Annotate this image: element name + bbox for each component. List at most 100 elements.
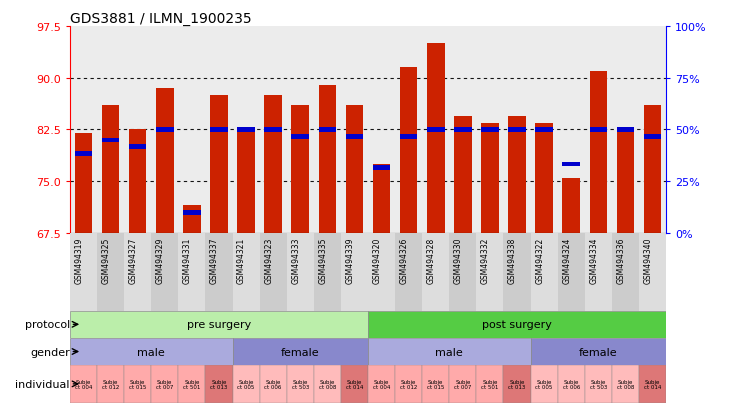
Text: GSM494337: GSM494337	[210, 237, 219, 284]
Bar	[129, 130, 146, 233]
Bar	[585, 233, 612, 311]
Text: Subje
ct 501: Subje ct 501	[481, 379, 498, 389]
Bar	[205, 233, 233, 311]
Bar	[612, 27, 639, 233]
Bar	[260, 365, 287, 403]
Text: GSM494322: GSM494322	[535, 237, 544, 283]
Bar	[287, 365, 314, 403]
Bar	[178, 365, 205, 403]
Bar	[287, 27, 314, 233]
Text: female: female	[281, 347, 319, 357]
Text: Subje
ct 007: Subje ct 007	[454, 379, 472, 389]
Text: Subje
ct 008: Subje ct 008	[319, 379, 336, 389]
Text: Subje
ct 007: Subje ct 007	[156, 379, 174, 389]
Bar	[639, 27, 666, 233]
Bar	[368, 233, 395, 311]
Text: individual: individual	[15, 379, 70, 389]
Bar	[205, 27, 233, 233]
Text: post surgery: post surgery	[482, 320, 552, 330]
Bar	[237, 128, 255, 133]
Text: Subje
ct 501: Subje ct 501	[183, 379, 200, 389]
Bar	[531, 233, 558, 311]
Text: GSM494331: GSM494331	[183, 237, 192, 284]
Bar	[291, 106, 309, 233]
Bar	[531, 338, 666, 365]
Text: GSM494338: GSM494338	[508, 237, 517, 284]
Text: Subje
ct 004: Subje ct 004	[75, 379, 92, 389]
Bar	[585, 365, 612, 403]
Bar	[481, 128, 499, 133]
Bar	[70, 365, 97, 403]
Bar	[509, 116, 526, 233]
Bar	[151, 365, 178, 403]
Text: Subje
ct 004: Subje ct 004	[373, 379, 390, 389]
Text: GSM494336: GSM494336	[617, 237, 626, 284]
Bar	[314, 233, 341, 311]
Text: pre surgery: pre surgery	[187, 320, 251, 330]
Bar	[503, 27, 531, 233]
Text: Subje
ct 014: Subje ct 014	[644, 379, 661, 389]
Bar	[509, 128, 526, 133]
Text: Subje
ct 008: Subje ct 008	[617, 379, 634, 389]
Bar	[503, 365, 531, 403]
Bar	[644, 135, 662, 139]
Bar	[562, 178, 580, 233]
Text: GSM494320: GSM494320	[372, 237, 381, 284]
Text: GSM494323: GSM494323	[264, 237, 273, 284]
Bar	[124, 27, 151, 233]
Bar	[612, 365, 639, 403]
Bar	[70, 27, 97, 233]
Text: GSM494334: GSM494334	[590, 237, 598, 284]
Bar	[590, 71, 607, 233]
Bar	[178, 233, 205, 311]
Bar	[210, 96, 227, 233]
Bar	[210, 128, 227, 133]
Text: protocol: protocol	[25, 320, 70, 330]
Text: Subje
ct 014: Subje ct 014	[346, 379, 363, 389]
Text: Subje
ct 005: Subje ct 005	[536, 379, 553, 389]
Bar	[368, 365, 395, 403]
Bar	[558, 27, 585, 233]
Text: Subje
ct 503: Subje ct 503	[590, 379, 607, 389]
Bar	[372, 165, 390, 233]
Text: GSM494324: GSM494324	[562, 237, 571, 284]
Bar	[183, 206, 201, 233]
Bar	[291, 135, 309, 139]
Bar	[427, 44, 445, 233]
Bar	[476, 233, 503, 311]
Bar	[124, 233, 151, 311]
Bar	[395, 27, 422, 233]
Text: GSM494333: GSM494333	[291, 237, 300, 284]
Bar	[535, 123, 553, 233]
Bar	[205, 365, 233, 403]
Text: Subje
ct 012: Subje ct 012	[102, 379, 119, 389]
Bar	[422, 27, 449, 233]
Text: Subje
ct 006: Subje ct 006	[562, 379, 580, 389]
Bar	[400, 135, 417, 139]
Bar	[70, 233, 97, 311]
Bar	[422, 365, 449, 403]
Bar	[314, 365, 341, 403]
Text: Subje
ct 006: Subje ct 006	[264, 379, 282, 389]
Bar	[617, 128, 634, 133]
Text: GSM494330: GSM494330	[454, 237, 463, 284]
Bar	[237, 130, 255, 233]
Bar	[617, 130, 634, 233]
Bar	[535, 128, 553, 133]
Bar	[151, 27, 178, 233]
Bar	[454, 128, 472, 133]
Bar	[427, 128, 445, 133]
Text: Subje
ct 012: Subje ct 012	[400, 379, 417, 389]
Bar	[124, 365, 151, 403]
Bar	[183, 211, 201, 215]
Text: female: female	[579, 347, 618, 357]
Bar	[346, 106, 364, 233]
Bar	[129, 145, 146, 150]
Bar	[264, 96, 282, 233]
Text: GSM494319: GSM494319	[74, 237, 83, 284]
Text: GSM494325: GSM494325	[102, 237, 110, 284]
Bar	[395, 365, 422, 403]
Bar	[531, 365, 558, 403]
Bar	[639, 233, 666, 311]
Text: male: male	[138, 347, 165, 357]
